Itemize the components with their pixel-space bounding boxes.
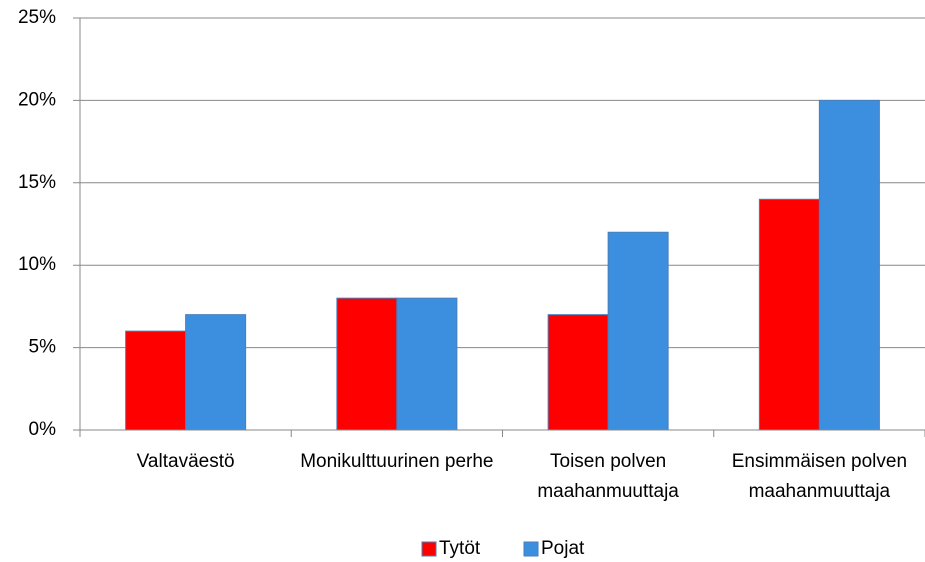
bar bbox=[336, 297, 398, 431]
x-tick-label: Ensimmäisen polven maahanmuuttaja bbox=[731, 451, 908, 502]
bar bbox=[185, 314, 247, 431]
bar bbox=[396, 297, 458, 431]
x-tick-label: Monikulttuurinen perhe bbox=[300, 451, 494, 472]
bar bbox=[547, 314, 609, 431]
y-tick-label: 20% bbox=[18, 89, 56, 110]
bar bbox=[818, 99, 880, 431]
y-tick-label: 15% bbox=[18, 172, 56, 193]
bar bbox=[125, 330, 187, 431]
legend-swatch bbox=[523, 541, 539, 557]
legend-label: Tytöt bbox=[439, 538, 481, 559]
y-tick-label: 10% bbox=[18, 254, 56, 275]
x-tick-label: Toisen polven maahanmuuttaja bbox=[537, 451, 679, 502]
bar bbox=[607, 231, 669, 431]
bar bbox=[758, 198, 820, 431]
y-tick-label: 25% bbox=[18, 7, 56, 28]
legend-label: Pojat bbox=[541, 538, 585, 559]
legend-swatch bbox=[421, 541, 437, 557]
y-tick-label: 0% bbox=[29, 419, 57, 440]
y-tick-label: 5% bbox=[29, 337, 57, 358]
x-tick-label: Valtaväestö bbox=[136, 451, 235, 472]
